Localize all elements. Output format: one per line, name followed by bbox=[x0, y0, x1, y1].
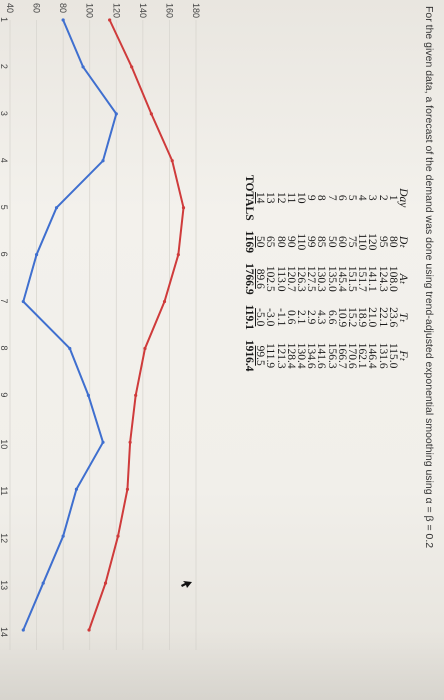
forecast-point bbox=[87, 628, 91, 632]
demand-point bbox=[21, 299, 25, 304]
demand-point bbox=[61, 18, 65, 22]
x-tick-label: 12 bbox=[0, 533, 9, 543]
x-tick-label: 10 bbox=[0, 439, 9, 449]
x-tick-label: 7 bbox=[0, 299, 9, 304]
forecast-point bbox=[116, 534, 120, 538]
forecast-point bbox=[103, 581, 108, 585]
chart-series bbox=[21, 18, 186, 632]
forecast-point bbox=[134, 393, 138, 397]
forecast-point bbox=[108, 18, 112, 22]
x-tick-label: 5 bbox=[0, 205, 9, 210]
y-tick-labels: 40 60 80 100 120 140 160 180 bbox=[5, 3, 201, 18]
demand-point bbox=[81, 65, 85, 69]
y-tick-label: 120 bbox=[111, 3, 121, 18]
demand-point bbox=[61, 534, 65, 538]
x-tick-label: 4 bbox=[0, 158, 9, 163]
x-tick-label: 1 bbox=[0, 17, 9, 22]
x-tick-label: 3 bbox=[0, 111, 9, 116]
forecast-point bbox=[125, 487, 130, 491]
y-tick-label: 180 bbox=[191, 3, 201, 18]
demand-point bbox=[74, 487, 79, 491]
demand-point bbox=[101, 159, 105, 163]
demand-point bbox=[34, 253, 39, 257]
y-tick-label: 160 bbox=[164, 3, 174, 18]
forecast-point bbox=[143, 346, 147, 351]
forecast-point bbox=[176, 253, 180, 257]
chart-grid bbox=[9, 20, 197, 650]
demand-point bbox=[114, 112, 118, 116]
x-tick-label: 11 bbox=[0, 486, 9, 495]
y-tick-label: 80 bbox=[58, 3, 68, 13]
cursor-arrow-icon bbox=[181, 581, 192, 588]
forecast-point bbox=[162, 299, 167, 304]
demand-point bbox=[68, 346, 72, 351]
x-tick-label: 2 bbox=[0, 64, 9, 69]
forecast-point bbox=[170, 159, 174, 163]
demand-point bbox=[21, 628, 25, 632]
forecast-point bbox=[130, 65, 134, 69]
forecast-series-line bbox=[88, 19, 185, 631]
forecast-point bbox=[128, 440, 132, 444]
forecast-point bbox=[181, 206, 186, 210]
x-tick-label: 13 bbox=[0, 580, 9, 590]
demand-point bbox=[54, 206, 59, 210]
demand-point bbox=[101, 440, 105, 444]
y-tick-label: 100 bbox=[85, 3, 95, 18]
x-tick-label: 14 bbox=[0, 627, 9, 637]
x-tick-label: 6 bbox=[0, 252, 9, 257]
y-tick-label: 60 bbox=[32, 3, 42, 13]
demand-series-line bbox=[22, 19, 118, 631]
demand-point bbox=[86, 393, 90, 397]
x-tick-label: 8 bbox=[0, 345, 9, 350]
y-tick-label: 140 bbox=[138, 3, 148, 18]
forecast-point bbox=[149, 112, 153, 116]
x-tick-label: 9 bbox=[0, 392, 9, 397]
demand-point bbox=[41, 581, 45, 585]
y-tick-label: 40 bbox=[5, 3, 15, 13]
